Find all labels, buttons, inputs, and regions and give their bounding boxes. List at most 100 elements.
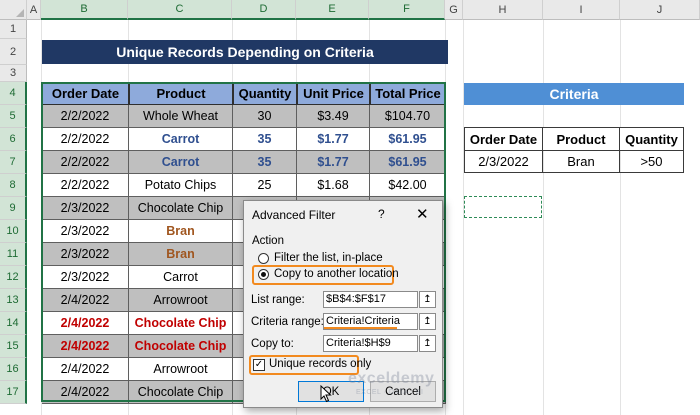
table-cell-product[interactable]: Potato Chips: [129, 174, 233, 197]
table-cell-order-date[interactable]: 2/3/2022: [42, 220, 129, 243]
table-cell-quantity[interactable]: 30: [233, 105, 297, 128]
dialog-title: Advanced Filter: [252, 208, 336, 222]
table-cell-product[interactable]: Whole Wheat: [129, 105, 233, 128]
table-cell-product[interactable]: Arrowroot: [129, 358, 233, 381]
help-icon[interactable]: ?: [378, 207, 385, 221]
table-cell-total-price[interactable]: $42.00: [370, 174, 446, 197]
row-header-3[interactable]: 3: [0, 65, 27, 82]
row-header-15[interactable]: 15: [0, 335, 27, 358]
row-header-17[interactable]: 17: [0, 381, 27, 404]
table-cell-total-price[interactable]: $61.95: [370, 128, 446, 151]
table-cell-product[interactable]: Chocolate Chip: [129, 335, 233, 358]
criteria-header-quantity[interactable]: Quantity: [619, 127, 684, 151]
column-header-f[interactable]: F: [369, 0, 445, 20]
select-all-corner[interactable]: [0, 0, 27, 20]
column-header-g[interactable]: G: [445, 0, 463, 20]
row-header-2[interactable]: 2: [0, 39, 27, 65]
row-header-13[interactable]: 13: [0, 289, 27, 312]
column-header-i[interactable]: I: [543, 0, 620, 20]
table-cell-order-date[interactable]: 2/4/2022: [42, 381, 129, 404]
filter-in-place-radio[interactable]: [258, 253, 269, 264]
row-header-10[interactable]: 10: [0, 220, 27, 243]
table-cell-order-date[interactable]: 2/2/2022: [42, 105, 129, 128]
table-cell-product[interactable]: Carrot: [129, 266, 233, 289]
mouse-cursor-icon: [320, 385, 332, 403]
table-cell-order-date[interactable]: 2/3/2022: [42, 197, 129, 220]
unique-records-label[interactable]: Unique records only: [269, 358, 372, 370]
collapse-dialog-icon[interactable]: ↥: [419, 335, 436, 352]
table-header-order-date[interactable]: Order Date: [42, 82, 129, 105]
table-header-total-price[interactable]: Total Price: [370, 82, 446, 105]
column-header-e[interactable]: E: [296, 0, 369, 20]
row-header-12[interactable]: 12: [0, 266, 27, 289]
row-header-14[interactable]: 14: [0, 312, 27, 335]
table-cell-order-date[interactable]: 2/2/2022: [42, 151, 129, 174]
table-cell-quantity[interactable]: 35: [233, 128, 297, 151]
table-cell-product[interactable]: Bran: [129, 243, 233, 266]
table-cell-order-date[interactable]: 2/3/2022: [42, 266, 129, 289]
cancel-button[interactable]: Cancel: [370, 381, 436, 402]
list-range-input[interactable]: $B$4:$F$17: [323, 291, 418, 308]
column-header-c[interactable]: C: [128, 0, 232, 20]
table-cell-order-date[interactable]: 2/4/2022: [42, 289, 129, 312]
table-cell-unit-price[interactable]: $1.77: [297, 128, 370, 151]
column-header-j[interactable]: J: [620, 0, 700, 20]
table-cell-product[interactable]: Chocolate Chip: [129, 381, 233, 404]
table-cell-order-date[interactable]: 2/4/2022: [42, 358, 129, 381]
ok-button[interactable]: OK: [298, 381, 364, 402]
action-group-label: Action: [252, 235, 284, 247]
row-header-5[interactable]: 5: [0, 105, 27, 128]
unique-records-highlight: [249, 355, 359, 375]
gridline: [543, 20, 544, 415]
row-header-1[interactable]: 1: [0, 20, 27, 39]
filter-in-place-label[interactable]: Filter the list, in-place: [274, 252, 383, 264]
table-header-unit-price[interactable]: Unit Price: [297, 82, 370, 105]
row-header-8[interactable]: 8: [0, 174, 27, 197]
collapse-dialog-icon[interactable]: ↥: [419, 313, 436, 330]
table-cell-order-date[interactable]: 2/3/2022: [42, 243, 129, 266]
table-cell-quantity[interactable]: 35: [233, 151, 297, 174]
table-header-product[interactable]: Product: [129, 82, 233, 105]
criteria-range-input[interactable]: Criteria!Criteria: [323, 313, 418, 330]
table-cell-unit-price[interactable]: $1.77: [297, 151, 370, 174]
table-header-quantity[interactable]: Quantity: [233, 82, 297, 105]
table-cell-total-price[interactable]: $104.70: [370, 105, 446, 128]
table-cell-product[interactable]: Carrot: [129, 151, 233, 174]
sheet-title: Unique Records Depending on Criteria: [42, 40, 448, 64]
row-header-16[interactable]: 16: [0, 358, 27, 381]
row-header-11[interactable]: 11: [0, 243, 27, 266]
unique-records-checkbox[interactable]: ✓: [253, 359, 265, 371]
column-header-h[interactable]: H: [463, 0, 543, 20]
criteria-value-quantity[interactable]: >50: [619, 150, 684, 173]
row-header-9[interactable]: 9: [0, 197, 27, 220]
table-cell-quantity[interactable]: 25: [233, 174, 297, 197]
table-cell-unit-price[interactable]: $1.68: [297, 174, 370, 197]
table-cell-product[interactable]: Chocolate Chip: [129, 197, 233, 220]
table-cell-product[interactable]: Carrot: [129, 128, 233, 151]
table-cell-product[interactable]: Arrowroot: [129, 289, 233, 312]
table-cell-product[interactable]: Bran: [129, 220, 233, 243]
column-header-b[interactable]: B: [41, 0, 128, 20]
column-header-a[interactable]: A: [27, 0, 41, 20]
table-cell-product[interactable]: Chocolate Chip: [129, 312, 233, 335]
criteria-value-order-date[interactable]: 2/3/2022: [464, 150, 543, 173]
table-cell-order-date[interactable]: 2/2/2022: [42, 174, 129, 197]
table-cell-unit-price[interactable]: $3.49: [297, 105, 370, 128]
criteria-header-product[interactable]: Product: [542, 127, 620, 151]
copy-to-location-radio[interactable]: [258, 269, 269, 280]
criteria-header-order-date[interactable]: Order Date: [464, 127, 543, 151]
table-cell-order-date[interactable]: 2/2/2022: [42, 128, 129, 151]
copy-to-input[interactable]: Criteria!$H$9: [323, 335, 418, 352]
collapse-dialog-icon[interactable]: ↥: [419, 291, 436, 308]
close-icon[interactable]: ✕: [416, 206, 429, 223]
table-cell-order-date[interactable]: 2/4/2022: [42, 335, 129, 358]
table-cell-total-price[interactable]: $61.95: [370, 151, 446, 174]
row-header-4[interactable]: 4: [0, 82, 27, 105]
criteria-value-product[interactable]: Bran: [542, 150, 620, 173]
table-cell-order-date[interactable]: 2/4/2022: [42, 312, 129, 335]
copy-to-marquee: [464, 196, 542, 218]
row-header-6[interactable]: 6: [0, 128, 27, 151]
row-header-7[interactable]: 7: [0, 151, 27, 174]
column-header-d[interactable]: D: [232, 0, 296, 20]
copy-to-location-label[interactable]: Copy to another location: [274, 268, 399, 280]
